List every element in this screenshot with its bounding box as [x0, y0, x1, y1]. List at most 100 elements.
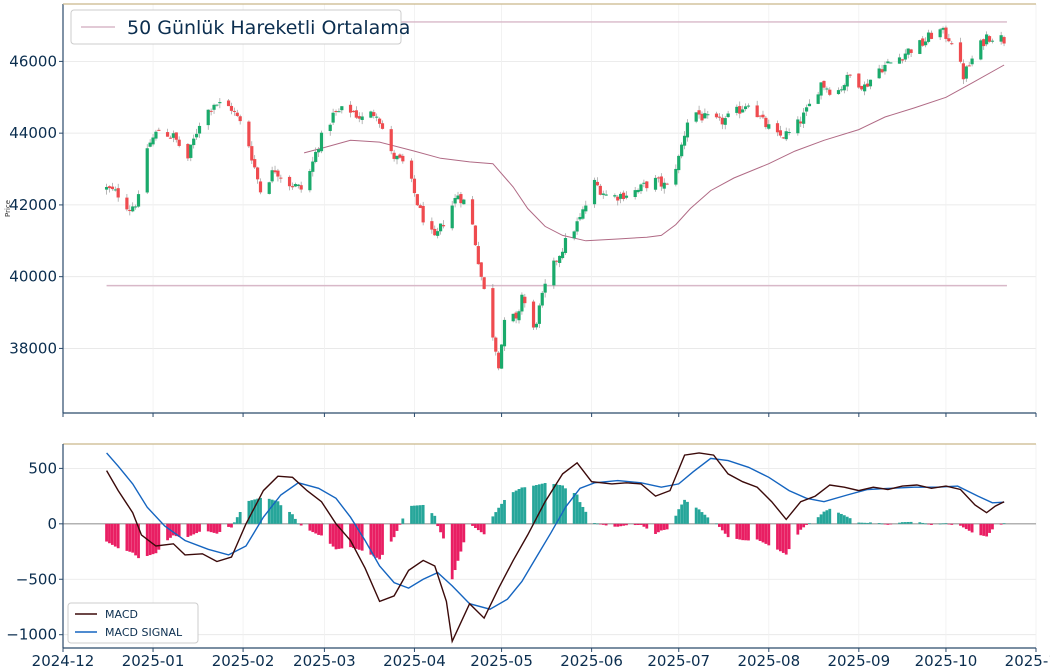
x-tick-label: 2025-08: [737, 652, 800, 670]
macd-histogram-bar: [267, 498, 271, 524]
candle-body: [433, 228, 437, 236]
candle-body: [822, 80, 826, 88]
candle-body: [674, 168, 678, 185]
candle-body: [598, 185, 602, 195]
macd-histogram-bar: [195, 523, 199, 534]
macd-histogram-bar: [171, 523, 175, 536]
macd-histogram-bar: [720, 523, 724, 531]
macd-histogram-bar: [166, 523, 169, 541]
candle-body: [555, 260, 559, 262]
candle-body: [816, 94, 820, 104]
candle-body: [412, 178, 417, 194]
macd-histogram-bar: [601, 523, 605, 525]
macd-histogram-bar: [349, 523, 352, 548]
macd-histogram-bar: [296, 523, 300, 525]
macd-histogram-bar: [889, 523, 893, 525]
candle-body: [154, 131, 158, 139]
candle-body: [897, 57, 902, 64]
candle-body: [964, 66, 968, 79]
macd-histogram-bar: [555, 484, 559, 524]
macd-histogram: [105, 483, 1006, 580]
macd-histogram-bar: [662, 523, 666, 530]
candle-body: [357, 116, 361, 119]
candle-body: [778, 130, 783, 136]
candle-body: [619, 193, 623, 199]
price-candles: [104, 25, 1006, 371]
candle-body: [351, 110, 356, 113]
macd-histogram-bar: [198, 523, 201, 532]
candle-body: [775, 123, 780, 133]
macd-histogram-bar: [497, 507, 501, 524]
macd-histogram-bar: [540, 483, 544, 524]
macd-histogram-bar: [253, 499, 257, 524]
candle-body: [459, 194, 463, 204]
macd-histogram-bar: [677, 509, 681, 524]
macd-histogram-bar: [491, 516, 495, 524]
candle-body: [195, 133, 199, 138]
macd-histogram-bar: [988, 523, 991, 533]
candle-body: [865, 83, 870, 87]
candle-body: [497, 352, 501, 369]
macd-histogram-bar: [259, 497, 262, 524]
macd-histogram-bar: [886, 523, 890, 525]
candle-body: [511, 313, 515, 322]
macd-histogram-bar: [639, 523, 643, 525]
macd-histogram-bar: [697, 509, 701, 524]
candle-body: [206, 109, 210, 126]
candle-body: [134, 206, 138, 208]
macd-histogram-bar: [230, 523, 233, 528]
candle-body: [171, 133, 175, 138]
candle-body: [441, 225, 446, 227]
candle-body: [584, 205, 588, 212]
x-tick-label: 2025-01: [122, 652, 185, 670]
candle-body: [1002, 37, 1006, 44]
candle-body: [290, 186, 295, 188]
macd-histogram-bar: [944, 523, 948, 524]
macd-histogram-bar: [1002, 523, 1006, 524]
candle-body: [334, 111, 338, 113]
macd-histogram-bar: [930, 523, 933, 525]
macd-histogram-bar: [657, 523, 660, 533]
candle-body: [653, 177, 658, 190]
macd-histogram-bar: [828, 508, 832, 524]
macd-histogram-bar: [401, 518, 405, 524]
x-tick-label: 2025-03: [293, 652, 356, 670]
macd-histogram-bar: [433, 515, 437, 524]
macd-histogram-bar: [256, 498, 259, 524]
candle-body: [906, 48, 910, 55]
macd-histogram-bar: [665, 523, 669, 530]
candle-body: [758, 115, 762, 117]
macd-histogram-bar: [227, 523, 230, 527]
macd-histogram-bar: [680, 504, 684, 524]
candle-body: [662, 182, 666, 189]
moving-average-line: [303, 64, 1005, 242]
candle-body: [572, 231, 576, 239]
candle-body: [860, 85, 864, 90]
candle-body: [645, 181, 649, 189]
macd-histogram-bar: [726, 523, 730, 538]
candle-body: [621, 192, 626, 200]
x-tick-label: 2025-02: [212, 652, 275, 670]
macd-histogram-bar: [764, 523, 768, 544]
price-y-tick-label: 40000: [9, 268, 57, 286]
candle-body: [479, 262, 483, 277]
candle-body: [761, 114, 765, 118]
macd-histogram-bar: [291, 514, 294, 524]
macd-histogram-bar: [279, 505, 283, 524]
macd-histogram-bar: [456, 523, 460, 561]
candle-body: [982, 39, 986, 47]
candle-body: [929, 32, 934, 39]
macd-histogram-bar: [552, 484, 556, 524]
candle-body: [165, 132, 170, 137]
candle-body: [395, 155, 399, 160]
candle-body: [107, 186, 112, 189]
candle-body: [921, 38, 925, 46]
candle-body: [889, 62, 893, 64]
candle-body: [316, 149, 321, 153]
macd-histogram-bar: [561, 485, 564, 524]
macd-histogram-bar: [410, 505, 413, 524]
candle-body: [270, 170, 274, 182]
macd-y-tick-label: −500: [16, 570, 57, 588]
legend-label-moving-average: 50 Günlük Hareketli Ortalama: [127, 17, 410, 39]
macd-histogram-bar: [293, 518, 297, 524]
